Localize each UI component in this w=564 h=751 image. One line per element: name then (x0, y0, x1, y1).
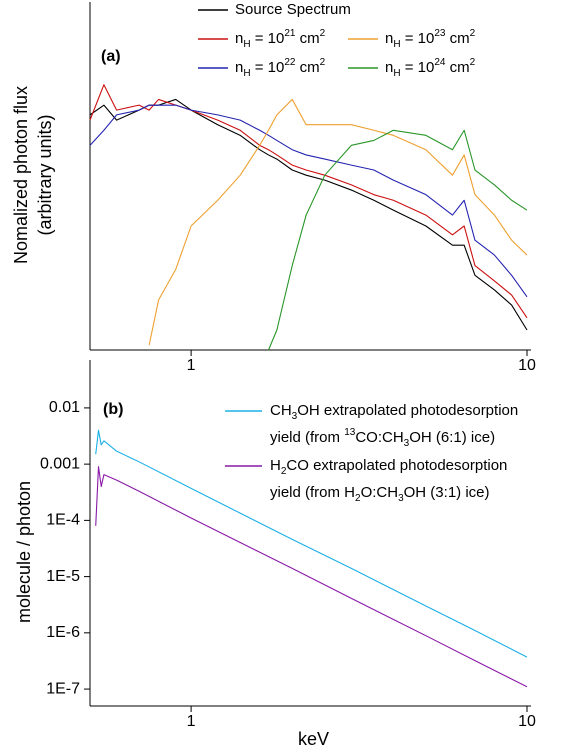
y-axis-label: molecule / photon (14, 481, 34, 623)
y-tick-label: 1E-6 (46, 624, 80, 641)
legend-label: CH3OH extrapolated photodesorption yield… (270, 402, 522, 449)
y-tick-label: 1E-5 (46, 568, 80, 585)
x-tick-label: 1 (187, 713, 196, 730)
x-tick-label: 10 (518, 713, 536, 730)
series-line (89, 104, 528, 298)
legend-label: H2CO extrapolated photodesorption yield … (270, 457, 512, 504)
legend-label: nH = 1024 cm2 (385, 57, 476, 79)
legend-label: nH = 1023 cm2 (385, 28, 476, 50)
y-tick-label: 1E-7 (46, 680, 80, 697)
series-line (95, 466, 528, 688)
legend-label: Source Spectrum (235, 1, 351, 18)
y-tick-label: 0.01 (49, 399, 80, 416)
series-line (268, 129, 528, 351)
panel-title: (b) (103, 401, 123, 418)
legend-label: nH = 1021 cm2 (235, 28, 326, 50)
y-tick-label: 1E-4 (46, 512, 80, 529)
x-tick-label: 10 (518, 357, 536, 374)
y-axis-label: Nomalized photon flux (11, 86, 31, 264)
series-line (95, 429, 528, 658)
x-axis-label: keV (298, 729, 329, 749)
legend-label: nH = 1022 cm2 (235, 57, 326, 79)
y-axis-label: (arbitrary units) (35, 114, 55, 235)
x-tick-label: 1 (187, 357, 196, 374)
series-line (89, 84, 528, 319)
y-tick-label: 0.001 (40, 455, 80, 472)
panel-title: (a) (101, 48, 121, 65)
series-line (148, 98, 528, 346)
